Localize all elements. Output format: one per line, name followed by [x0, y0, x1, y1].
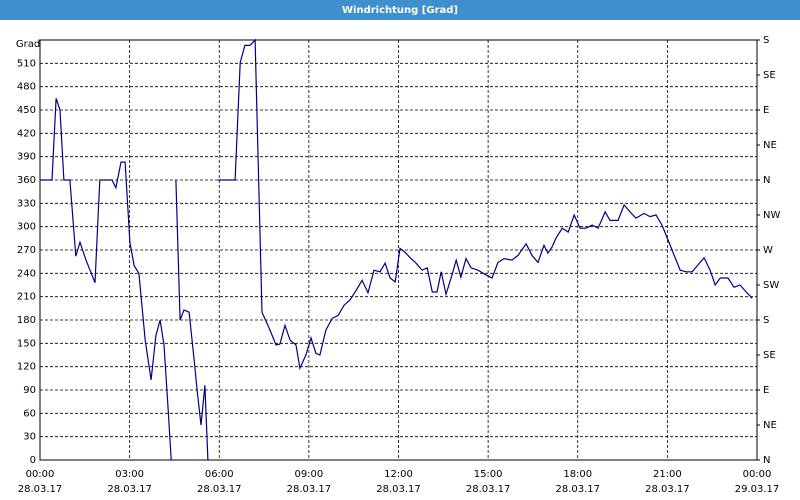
- y-tick-label: 150: [17, 338, 36, 349]
- x-tick-date: 28.03.17: [555, 484, 600, 495]
- y-tick-label: 180: [17, 315, 36, 326]
- y-tick-label: 450: [17, 105, 36, 116]
- y2-tick-label: E: [763, 385, 769, 396]
- y2-tick-label: NE: [763, 420, 777, 431]
- x-tick-date: 28.03.17: [107, 484, 152, 495]
- y-tick-label: 330: [17, 198, 36, 209]
- y-tick-label: 210: [17, 292, 36, 303]
- y-axis-label: Grad: [16, 39, 40, 50]
- y2-tick-label: W: [763, 245, 773, 256]
- y2-tick-label: S: [763, 315, 769, 326]
- x-tick-label: 06:00: [205, 469, 234, 480]
- y-tick-label: 60: [23, 408, 36, 419]
- y2-tick-label: N: [763, 455, 770, 466]
- y2-tick-label: E: [763, 105, 769, 116]
- y-tick-label: 0: [30, 455, 36, 466]
- x-tick-label: 09:00: [294, 469, 323, 480]
- x-tick-label: 12:00: [384, 469, 413, 480]
- x-tick-date: 28.03.17: [376, 484, 421, 495]
- x-tick-label: 21:00: [653, 469, 682, 480]
- y-tick-label: 30: [23, 432, 36, 443]
- y-tick-label: 300: [17, 222, 36, 233]
- x-tick-date: 28.03.17: [287, 484, 332, 495]
- y-tick-label: 360: [17, 175, 36, 186]
- y2-tick-label: SW: [763, 280, 779, 291]
- x-tick-date: 28.03.17: [18, 484, 63, 495]
- x-tick-label: 00:00: [743, 469, 772, 480]
- y2-tick-label: SE: [763, 70, 776, 81]
- y-tick-label: 120: [17, 362, 36, 373]
- x-tick-label: 18:00: [563, 469, 592, 480]
- y2-tick-label: S: [763, 35, 769, 46]
- y-tick-label: 240: [17, 268, 36, 279]
- y2-tick-label: SE: [763, 350, 776, 361]
- x-tick-label: 03:00: [115, 469, 144, 480]
- chart-title: Windrichtung [Grad]: [342, 5, 458, 16]
- x-tick-label: 15:00: [474, 469, 503, 480]
- y-tick-label: 420: [17, 128, 36, 139]
- plot-frame: [39, 39, 758, 461]
- data-line: [40, 38, 753, 461]
- x-tick-date: 28.03.17: [466, 484, 511, 495]
- y2-tick-label: NE: [763, 140, 777, 151]
- y-tick-label: 270: [17, 245, 36, 256]
- x-tick-label: 00:00: [26, 469, 55, 480]
- y2-tick-label: NW: [763, 210, 780, 221]
- title-bar: [0, 0, 800, 20]
- x-tick-date: 28.03.17: [645, 484, 690, 495]
- y-tick-label: 390: [17, 152, 36, 163]
- y-tick-label: 510: [17, 58, 36, 69]
- x-tick-date: 28.03.17: [197, 484, 242, 495]
- y2-tick-label: N: [763, 175, 770, 186]
- y-tick-label: 90: [23, 385, 36, 396]
- y-tick-label: 480: [17, 82, 36, 93]
- x-tick-date: 29.03.17: [735, 484, 780, 495]
